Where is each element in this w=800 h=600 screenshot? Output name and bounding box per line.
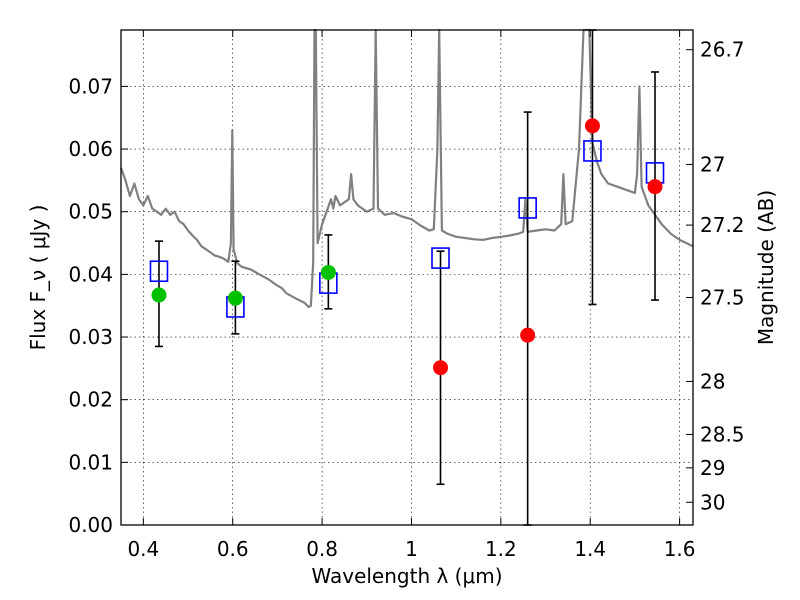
spectrum-line: [119, 28, 694, 308]
right-tick-label: 27.5: [700, 286, 745, 310]
square-marker: [149, 260, 169, 283]
x-tick-label: 1.4: [574, 537, 606, 561]
y-tick-label: 0.06: [68, 137, 113, 161]
grid: [121, 30, 693, 525]
square-marker: [518, 197, 537, 219]
axis-ticks: 0.4 0.6 0.8 1 1.2 1.4 1.6 0.00 0.01 0.02 0.03 0.04 0…: [68, 30, 745, 561]
red-point: [520, 327, 536, 343]
square-marker: [431, 247, 450, 269]
red-point: [584, 118, 600, 134]
right-tick-label: 27.2: [700, 213, 745, 237]
y-tick-label: 0.00: [68, 513, 113, 537]
x-tick-label: 1.6: [664, 537, 696, 561]
y-axis-label: Flux F_ν ( μJy ): [26, 205, 50, 351]
x-axis-label: Wavelength λ (μm): [311, 564, 502, 588]
x-tick-label: 0.6: [217, 537, 249, 561]
x-tick-label: 1: [405, 537, 418, 561]
spectrum: [119, 28, 694, 308]
right-tick-label: 28.5: [700, 422, 745, 446]
right-tick-label: 26.7: [700, 38, 745, 62]
green-point: [151, 287, 167, 303]
y-tick-label: 0.03: [68, 325, 113, 349]
red-point: [433, 360, 449, 376]
y-tick-label: 0.01: [68, 450, 113, 474]
right-tick-label: 29: [700, 456, 725, 480]
x-tick-label: 1.2: [485, 537, 517, 561]
y-tick-label: 0.05: [68, 200, 113, 224]
y-tick-label: 0.07: [68, 74, 113, 98]
right-tick-label: 30: [700, 490, 725, 514]
data-markers: [149, 118, 665, 376]
x-tick-label: 0.8: [306, 537, 338, 561]
plot-frame: [120, 29, 694, 526]
right-tick-label: 28: [700, 369, 725, 393]
right-axis-label: Magnitude (AB): [754, 190, 778, 345]
green-point: [320, 264, 336, 280]
x-tick-label: 0.4: [127, 537, 159, 561]
y-tick-label: 0.04: [68, 262, 113, 286]
square-marker: [583, 140, 602, 162]
red-point: [647, 179, 663, 195]
y-tick-label: 0.02: [68, 388, 113, 412]
green-point: [227, 290, 243, 306]
right-tick-label: 27: [700, 152, 725, 176]
